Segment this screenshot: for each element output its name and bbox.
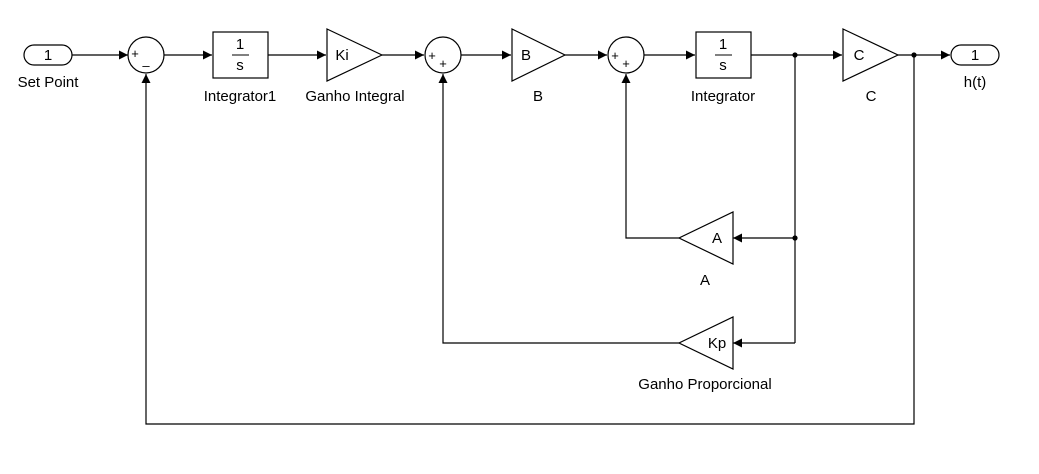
setpoint-port-number: 1 bbox=[44, 47, 52, 64]
c-gain-block[interactable]: C bbox=[842, 28, 900, 82]
c-gain-label: C bbox=[866, 88, 877, 105]
sum2-sign-bottom: + bbox=[439, 56, 447, 71]
integrator1-block[interactable]: 1 s bbox=[212, 31, 269, 79]
output-port-number: 1 bbox=[971, 47, 979, 64]
sum1-sign-top: + bbox=[131, 46, 139, 61]
ki-gain-block[interactable]: Ki bbox=[326, 28, 384, 82]
wire-kp-to-sum2 bbox=[438, 74, 679, 344]
integrator1-numerator: 1 bbox=[236, 36, 244, 53]
output-outport[interactable]: 1 bbox=[950, 44, 1000, 66]
c-gain-text: C bbox=[854, 47, 865, 64]
sum3-sign-top: + bbox=[611, 48, 619, 63]
ki-gain-text: Ki bbox=[335, 47, 348, 64]
integrator-label: Integrator bbox=[691, 88, 755, 105]
integrator-numerator: 1 bbox=[719, 36, 727, 53]
kp-gain-block[interactable]: Kp bbox=[677, 316, 734, 370]
branch-point-output bbox=[911, 52, 917, 58]
sum2-block[interactable]: + + bbox=[424, 36, 462, 74]
ki-gain-label: Ganho Integral bbox=[305, 88, 404, 105]
a-gain-text: A bbox=[712, 230, 722, 247]
b-gain-block[interactable]: B bbox=[511, 28, 567, 82]
wire-output-feedback bbox=[141, 55, 915, 425]
integrator-block[interactable]: 1 s bbox=[695, 31, 752, 79]
kp-gain-label: Ganho Proporcional bbox=[638, 376, 771, 393]
integrator-denominator: s bbox=[719, 57, 727, 74]
output-label: h(t) bbox=[964, 74, 987, 91]
setpoint-label: Set Point bbox=[18, 74, 80, 91]
kp-gain-text: Kp bbox=[708, 335, 726, 352]
sum1-sign-bottom: – bbox=[142, 58, 150, 73]
wire-a-to-sum3 bbox=[621, 74, 679, 239]
branch-point-state bbox=[792, 52, 798, 58]
b-gain-text: B bbox=[521, 47, 531, 64]
branch-point-state-a bbox=[792, 235, 798, 241]
integrator1-denominator: s bbox=[236, 57, 244, 74]
integrator1-label: Integrator1 bbox=[204, 88, 277, 105]
sum2-sign-top: + bbox=[428, 48, 436, 63]
sum3-sign-bottom: + bbox=[622, 56, 630, 71]
setpoint-inport[interactable]: 1 bbox=[23, 44, 73, 66]
b-gain-label: B bbox=[533, 88, 543, 105]
sum1-block[interactable]: + – bbox=[127, 36, 165, 74]
a-gain-block[interactable]: A bbox=[677, 211, 734, 265]
sum3-block[interactable]: + + bbox=[607, 36, 645, 74]
signal-lines bbox=[72, 50, 950, 425]
a-gain-label: A bbox=[700, 272, 710, 289]
